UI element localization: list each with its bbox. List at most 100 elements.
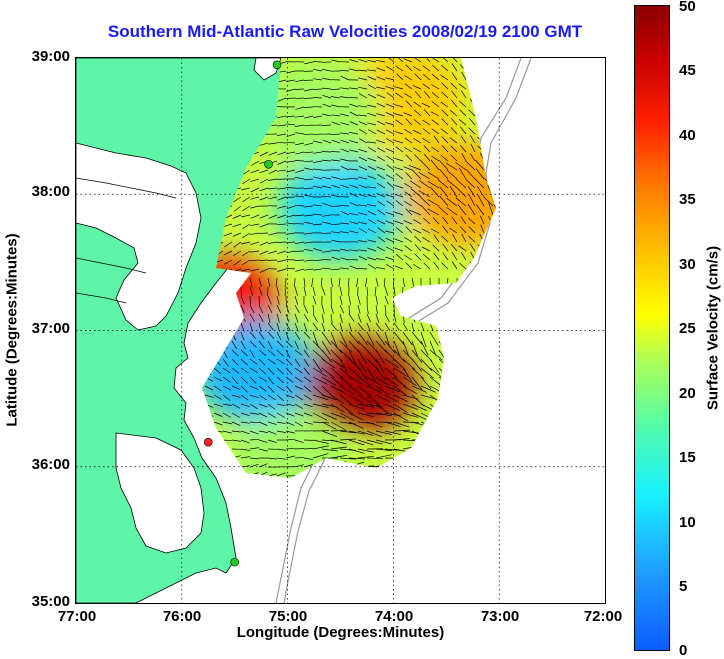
velocity-vector bbox=[438, 437, 455, 441]
velocity-vector bbox=[507, 185, 511, 197]
velocity-vector bbox=[457, 482, 473, 485]
velocity-vector bbox=[414, 253, 422, 261]
velocity-vector bbox=[450, 154, 458, 162]
velocity-vector bbox=[240, 456, 250, 459]
velocity-vector bbox=[204, 455, 214, 459]
velocity-vector bbox=[313, 204, 323, 207]
velocity-vector bbox=[384, 430, 401, 435]
velocity-vector bbox=[366, 457, 384, 459]
velocity-vector bbox=[395, 92, 404, 99]
velocity-vector bbox=[213, 439, 223, 443]
velocity-vector bbox=[348, 97, 359, 99]
velocity-vector bbox=[468, 73, 476, 81]
velocity-vector bbox=[460, 90, 467, 99]
velocity-vector bbox=[511, 386, 524, 396]
velocity-vector bbox=[312, 61, 323, 63]
velocity-vector bbox=[450, 243, 458, 252]
velocity-vector bbox=[285, 455, 295, 459]
colorbar-tick-label: 25 bbox=[679, 320, 696, 337]
velocity-vector bbox=[303, 304, 309, 314]
velocity-vector bbox=[404, 191, 413, 198]
velocity-vector bbox=[331, 159, 341, 162]
velocity-vector bbox=[502, 455, 518, 458]
velocity-vector bbox=[367, 194, 377, 198]
velocity-vector bbox=[258, 463, 268, 468]
velocity-vector bbox=[383, 277, 386, 288]
velocity-vector bbox=[492, 340, 496, 356]
velocity-vector bbox=[366, 439, 383, 445]
velocity-vector bbox=[202, 412, 205, 418]
velocity-vector bbox=[394, 265, 404, 270]
velocity-vector bbox=[456, 304, 461, 314]
velocity-vector bbox=[322, 267, 332, 270]
colorbar-tick-label: 30 bbox=[679, 256, 696, 273]
velocity-vector bbox=[480, 224, 485, 234]
velocity-vector bbox=[204, 430, 214, 435]
velocity-vector bbox=[340, 96, 350, 99]
velocity-vector bbox=[452, 234, 458, 243]
velocity-vector bbox=[431, 64, 440, 72]
velocity-vector bbox=[313, 115, 323, 118]
velocity-vector bbox=[414, 109, 422, 117]
velocity-vector bbox=[312, 295, 317, 305]
velocity-vector bbox=[223, 259, 233, 265]
velocity-vector bbox=[418, 190, 431, 198]
velocity-vector bbox=[286, 490, 294, 494]
velocity-vector bbox=[222, 331, 230, 340]
velocity-vector bbox=[505, 176, 511, 188]
velocity-vector bbox=[294, 97, 305, 100]
colorbar-tick-label: 35 bbox=[679, 191, 696, 208]
velocity-vector bbox=[422, 83, 431, 90]
velocity-vector bbox=[267, 277, 271, 287]
velocity-vector bbox=[321, 151, 332, 153]
velocity-vector bbox=[394, 104, 404, 108]
velocity-vector bbox=[430, 479, 445, 485]
velocity-vector bbox=[258, 358, 266, 366]
velocity-vector bbox=[451, 72, 458, 81]
velocity-vector bbox=[447, 313, 450, 323]
velocity-vector bbox=[474, 286, 478, 296]
velocity-vector bbox=[511, 431, 526, 436]
velocity-vector bbox=[455, 162, 467, 171]
velocity-vector bbox=[441, 64, 449, 72]
velocity-vector bbox=[470, 89, 476, 99]
velocity-vector bbox=[331, 121, 341, 126]
velocity-vector bbox=[277, 250, 287, 255]
velocity-vector bbox=[413, 119, 422, 126]
velocity-vector bbox=[439, 186, 449, 198]
velocity-vector bbox=[303, 385, 312, 392]
velocity-vector bbox=[242, 169, 251, 176]
map-plot-area[interactable] bbox=[75, 57, 606, 604]
velocity-vector bbox=[368, 147, 377, 153]
velocity-vector bbox=[258, 430, 268, 433]
velocity-vector bbox=[259, 142, 269, 146]
velocity-vector bbox=[331, 231, 341, 234]
velocity-vector bbox=[465, 331, 478, 345]
velocity-vector bbox=[478, 81, 485, 90]
velocity-vector bbox=[222, 322, 229, 331]
velocity-vector bbox=[340, 231, 350, 234]
velocity-vector bbox=[423, 90, 431, 99]
velocity-vector bbox=[321, 430, 338, 437]
colorbar-tick-label: 0 bbox=[679, 642, 688, 659]
velocity-vector bbox=[313, 268, 323, 271]
velocity-vector bbox=[465, 178, 476, 189]
velocity-vector bbox=[458, 83, 467, 90]
velocity-vector bbox=[459, 109, 467, 117]
velocity-vector bbox=[295, 169, 305, 173]
velocity-vector bbox=[204, 322, 209, 332]
velocity-vector bbox=[511, 377, 524, 386]
velocity-vector bbox=[242, 223, 251, 230]
velocity-vector bbox=[404, 75, 413, 81]
velocity-vector bbox=[411, 472, 428, 477]
velocity-vector bbox=[394, 211, 404, 216]
velocity-vector bbox=[483, 286, 486, 296]
velocity-vector bbox=[492, 394, 496, 402]
velocity-vector bbox=[430, 186, 440, 198]
velocity-vector bbox=[232, 232, 242, 237]
velocity-vector bbox=[376, 120, 386, 126]
velocity-vector bbox=[483, 385, 496, 396]
colorbar-tick-label: 15 bbox=[679, 449, 696, 466]
velocity-vector bbox=[465, 430, 483, 433]
velocity-vector bbox=[489, 89, 494, 99]
